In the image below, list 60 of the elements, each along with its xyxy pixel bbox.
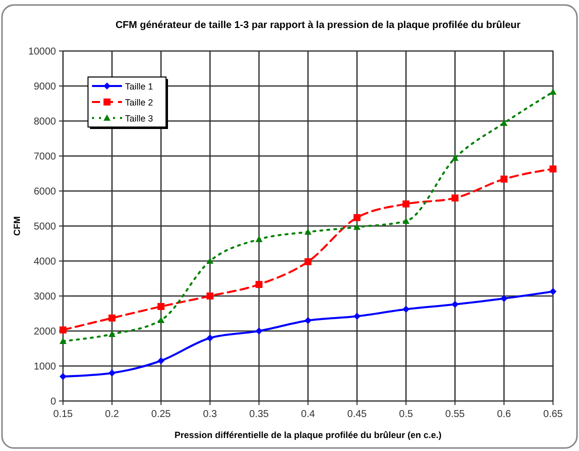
legend-label: Taille 2: [125, 98, 154, 108]
point: [354, 312, 360, 320]
point: [452, 194, 458, 202]
point: [402, 200, 410, 208]
point: [402, 306, 410, 313]
y-tick-label: 7000: [34, 152, 56, 162]
y-tick-label: 9000: [34, 82, 56, 92]
x-tick-label: 0.15: [53, 409, 74, 420]
point: [108, 370, 116, 376]
x-tick-label: 0.55: [445, 409, 466, 420]
x-tick-label: 0.25: [151, 409, 172, 420]
point: [60, 373, 66, 380]
point: [304, 228, 312, 235]
x-tick-label: 0.6: [497, 409, 512, 420]
y-axis-title: CFM: [12, 216, 22, 236]
point: [354, 214, 360, 222]
y-tick-label: 3000: [34, 292, 56, 302]
point: [256, 236, 262, 242]
x-tick-label: 0.3: [203, 409, 218, 420]
point: [550, 288, 556, 295]
point: [206, 334, 214, 342]
y-tick-label: 4000: [34, 256, 56, 268]
x-axis-title: Pression différentielle de la plaque profilée du brûleur (en c.e.): [174, 430, 442, 440]
point: [304, 317, 312, 324]
point: [452, 154, 458, 161]
x-tick-label: 0.35: [249, 409, 270, 420]
point: [108, 314, 116, 322]
x-tick-label: 0.65: [543, 409, 564, 420]
y-tick-label: 2000: [34, 326, 56, 338]
point: [206, 258, 214, 264]
y-tick-label: 10000: [28, 46, 56, 58]
chart-title: CFM générateur de taille 1-3 par rapport à la pression de la plaque profilée du brûleur: [115, 20, 521, 31]
x-tick-label: 0.4: [301, 409, 316, 420]
point: [402, 218, 410, 224]
y-tick-label: 8000: [34, 116, 56, 128]
point: [158, 316, 164, 323]
y-tick-label: 0: [50, 396, 56, 408]
y-tick-label: 5000: [34, 222, 56, 232]
point: [60, 338, 66, 344]
point: [500, 120, 508, 126]
point: [304, 258, 312, 266]
legend-label: Taille 1: [125, 82, 154, 92]
point: [550, 88, 556, 95]
point: [158, 357, 164, 364]
point: [256, 328, 262, 334]
point: [550, 165, 556, 172]
legend-label: Taille 3: [125, 114, 154, 124]
point: [452, 300, 458, 308]
x-tick-label: 0.5: [399, 409, 414, 420]
point: [500, 294, 508, 302]
y-tick-label: 1000: [34, 362, 56, 372]
point: [108, 330, 116, 337]
point: [256, 280, 262, 288]
y-tick-label: 6000: [34, 186, 56, 198]
point: [354, 224, 360, 230]
x-tick-label: 0.45: [347, 409, 368, 420]
point: [158, 303, 164, 310]
point: [206, 292, 214, 300]
x-tick-label: 0.2: [105, 409, 120, 420]
point: [500, 176, 508, 183]
